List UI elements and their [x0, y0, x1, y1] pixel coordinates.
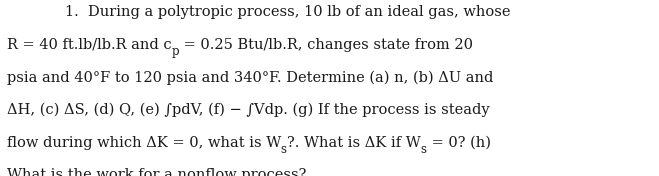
Text: = 0? (h): = 0? (h) — [426, 136, 490, 150]
Text: 1.  During a polytropic process, 10 lb of an ideal gas, whose: 1. During a polytropic process, 10 lb of… — [65, 5, 510, 19]
Text: ΔH, (c) ΔS, (d) Q, (e) ∫pdV, (f) − ∫Vdp. (g) If the process is steady: ΔH, (c) ΔS, (d) Q, (e) ∫pdV, (f) − ∫Vdp.… — [7, 103, 489, 117]
Text: p: p — [171, 45, 179, 58]
Text: = 0.25 Btu/lb.R, changes state from 20: = 0.25 Btu/lb.R, changes state from 20 — [179, 38, 473, 52]
Text: psia and 40°F to 120 psia and 340°F. Determine (a) n, (b) ΔU and: psia and 40°F to 120 psia and 340°F. Det… — [7, 70, 493, 85]
Text: What is the work for a nonflow process?: What is the work for a nonflow process? — [7, 168, 306, 176]
Text: ?. What is ΔK if W: ?. What is ΔK if W — [287, 136, 420, 150]
Text: s: s — [420, 143, 426, 156]
Text: flow during which ΔK = 0, what is W: flow during which ΔK = 0, what is W — [7, 136, 281, 150]
Text: R = 40 ft.lb/lb.R and c: R = 40 ft.lb/lb.R and c — [7, 38, 171, 52]
Text: s: s — [281, 143, 287, 156]
